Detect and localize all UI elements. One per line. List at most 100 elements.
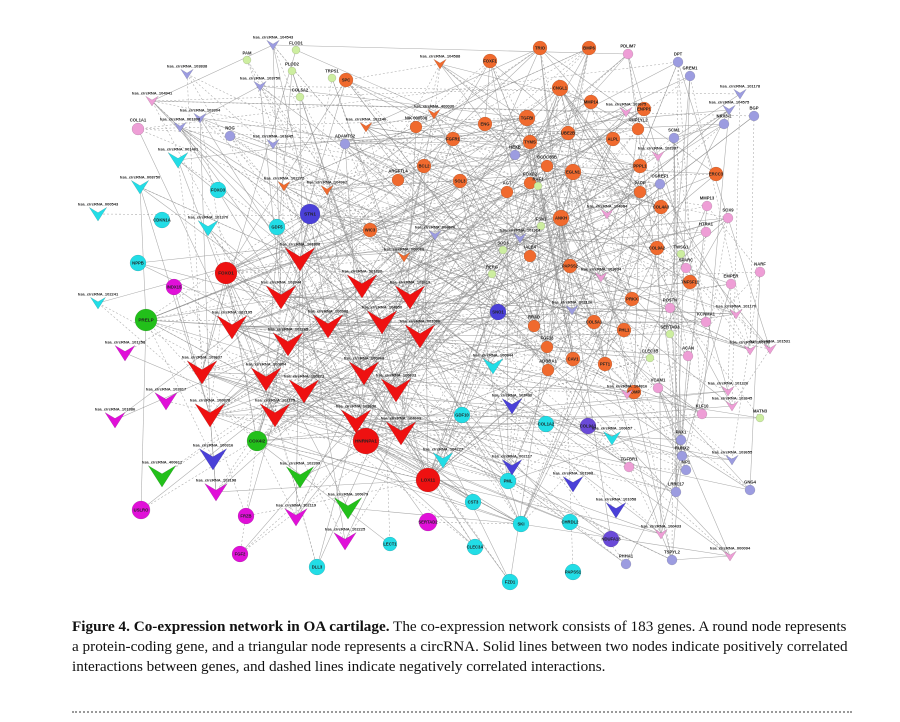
network-edge xyxy=(137,217,562,264)
gene-node-narf: NARF xyxy=(754,262,766,278)
circrna-node-shape xyxy=(333,532,357,551)
node-label: FRZB xyxy=(240,513,251,518)
network-edge xyxy=(207,227,329,327)
network-edge xyxy=(231,213,311,328)
node-label: AMPLYL2 xyxy=(628,118,648,123)
circrna-node-c400612: hsa_circRNA_400612 xyxy=(142,460,183,488)
circrna-node-c101370: hsa_circRNA_101370 xyxy=(188,215,229,237)
gene-node-mmp13: MMP13 xyxy=(700,196,715,212)
gene-node-pml: PML xyxy=(499,472,517,490)
network-edge xyxy=(287,343,761,419)
network-edge xyxy=(526,117,606,365)
network-edge xyxy=(239,432,402,555)
network-edge xyxy=(507,141,531,482)
gene-node-adora1: ADORA1 xyxy=(539,359,558,377)
circrna-node-shape xyxy=(603,431,621,446)
gene-node-shape xyxy=(682,274,698,290)
node-label: hsa_circRNA_001006 xyxy=(400,319,441,324)
circrna-node-c100360: hsa_circRNA_100360 xyxy=(344,356,385,386)
circrna-node-shape xyxy=(180,69,194,80)
circrna-node-shape xyxy=(266,40,280,51)
gene-node-shape xyxy=(338,72,354,88)
gene-node-sertad3: SERTAD3 xyxy=(660,325,680,339)
node-label: hsa_circRNA_102619 xyxy=(390,280,431,285)
node-label: SERTAD2 xyxy=(418,519,438,524)
network-edge xyxy=(489,60,595,323)
network-edge xyxy=(344,143,731,557)
gene-node-shape xyxy=(464,493,482,511)
node-label: NPPB xyxy=(132,260,144,265)
circrna-node-shape xyxy=(312,314,344,339)
circrna-node-shape xyxy=(145,96,159,107)
network-edge xyxy=(355,420,733,461)
network-edge xyxy=(186,73,731,557)
node-label: hsa_circRNA_103304 xyxy=(180,108,221,113)
network-edge xyxy=(423,165,562,219)
network-edge xyxy=(506,191,509,482)
gene-node-shape xyxy=(512,515,530,533)
network-edge xyxy=(669,307,689,357)
network-edge xyxy=(572,171,602,278)
node-label: PML xyxy=(504,478,513,483)
gene-node-shape xyxy=(532,40,548,56)
network-edge xyxy=(303,126,367,392)
network-edge xyxy=(506,191,662,208)
network-edge xyxy=(272,44,629,55)
network-edge xyxy=(423,165,571,267)
network-edge xyxy=(309,47,541,215)
gene-node-shape xyxy=(533,181,543,191)
circrna-node-shape xyxy=(433,59,447,70)
network-edge xyxy=(225,272,421,337)
network-edge xyxy=(626,205,708,395)
circrna-node-shape xyxy=(250,367,282,392)
network-edge xyxy=(303,335,421,392)
node-label: LECT1 xyxy=(383,541,397,546)
network-edge xyxy=(201,371,402,434)
gene-node-shape xyxy=(696,408,708,420)
gene-node-shape xyxy=(581,40,597,56)
network-edge xyxy=(546,138,614,348)
network-edge xyxy=(628,466,687,471)
network-edge xyxy=(627,53,683,457)
network-edge xyxy=(199,117,661,185)
node-label: SOD3 xyxy=(497,241,509,246)
gene-node-prelp: PRELP xyxy=(134,308,158,332)
node-label: PLOD2 xyxy=(285,62,300,67)
network-edge xyxy=(606,213,687,471)
node-label: hsa_circRNA_103637 xyxy=(182,355,223,360)
node-label: MATN3 xyxy=(753,409,768,414)
network-edge xyxy=(344,109,730,145)
gene-node-argftl4: ARGFTL4 xyxy=(388,169,408,187)
circrna-node-c101226: hsa_circRNA_101226 xyxy=(708,381,749,397)
network-edge xyxy=(489,60,662,208)
node-layer: FOXO1 HNRNPA1 LOX11 PRELP COX4I2 NPPB CDKN1A FO… xyxy=(78,35,791,591)
gene-node-shape xyxy=(415,467,441,493)
node-label: BCL2 xyxy=(419,163,431,168)
node-label: hsa_circRNA_101908 xyxy=(553,471,594,476)
circrna-node-shape xyxy=(288,379,320,404)
network-edge xyxy=(355,390,729,422)
network-edge xyxy=(365,440,474,503)
network-edge xyxy=(345,79,535,327)
network-edge xyxy=(381,321,589,427)
network-edge xyxy=(173,286,211,416)
gene-node-shape xyxy=(654,178,666,190)
node-label: hsa_circRNA_104543 xyxy=(253,35,294,40)
node-label: COL4A3 xyxy=(653,204,670,209)
network-edge xyxy=(145,229,371,321)
circrna-node-c008750: hsa_circRNA_008750 xyxy=(120,175,161,195)
circrna-node-c104962: hsa_circRNA_104962 xyxy=(307,180,348,196)
gene-node-shape xyxy=(565,351,581,367)
network-edge xyxy=(452,128,639,140)
circrna-node-shape xyxy=(562,476,584,493)
network-edge xyxy=(459,180,633,300)
node-label: ACAN xyxy=(682,346,694,351)
gene-node-pax1: PAX1 xyxy=(676,430,687,446)
gene-node-chrdl2: CHRDL2 xyxy=(562,513,579,531)
gene-node-postn: POSTN xyxy=(663,298,677,314)
circrna-node-shape xyxy=(366,310,398,335)
network-edge xyxy=(560,47,590,219)
network-edge xyxy=(201,371,571,523)
node-label: GREM1 xyxy=(683,66,699,71)
gene-node-shape xyxy=(339,138,351,150)
